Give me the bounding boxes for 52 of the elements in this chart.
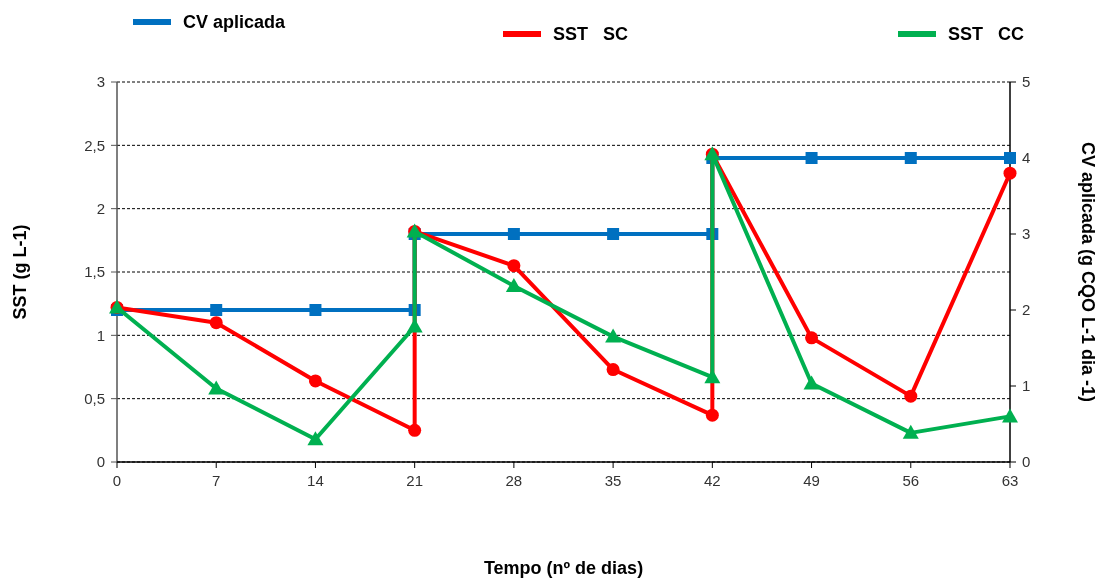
y-tick-label: 1 [96,326,105,344]
point [505,277,522,292]
point [507,259,521,273]
x-axis-title: Tempo (nº de dias) [483,558,644,578]
y-tick-label: 2 [96,199,105,217]
legend-label: SST SC [553,24,629,45]
legend-label: SST CC [948,24,1025,45]
y2-tick-label: 2 [1022,301,1031,319]
x-tick-label: 56 [902,472,920,489]
point [307,431,324,446]
point [705,408,719,422]
point [1004,152,1016,164]
point [606,363,620,377]
y-tick-label: 0,5 [84,389,105,407]
x-tick-label: 63 [1001,472,1019,489]
point [208,380,225,395]
x-tick-label: 35 [604,472,622,489]
y-tick-label: 1,5 [84,263,105,281]
y2-tick-label: 5 [1022,73,1031,91]
point [904,389,918,403]
point [209,316,223,330]
y2-tick-label: 4 [1022,149,1031,167]
y2-tick-label: 0 [1022,453,1031,471]
y-axis-title: SST (g L-1) [10,224,30,320]
y-tick-label: 2,5 [84,136,105,154]
legend-label: CV aplicada [183,12,287,33]
point [605,328,622,343]
point [309,304,322,316]
y2-tick-label: 3 [1022,225,1031,243]
point [1003,166,1017,180]
point [308,374,322,388]
point [607,228,620,240]
point [408,423,422,437]
x-tick-label: 49 [803,472,820,489]
x-tick-label: 28 [505,472,523,489]
x-tick-label: 14 [307,472,324,489]
x-tick-label: 0 [112,472,122,489]
x-tick-label: 42 [703,472,721,489]
y2-tick-label: 1 [1022,377,1031,395]
point [803,375,820,390]
point [805,331,819,345]
point [1002,408,1018,423]
x-tick-label: 21 [406,472,424,489]
y2-axis-title: CV aplicada (g CQO L-1 dia -1) [1078,141,1098,403]
point [507,228,520,240]
point [805,152,818,164]
point [902,424,919,439]
y-tick-label: 0 [96,453,105,471]
x-tick-label: 7 [212,472,221,489]
point [904,152,917,164]
point [210,304,223,316]
y-tick-label: 3 [96,73,105,91]
